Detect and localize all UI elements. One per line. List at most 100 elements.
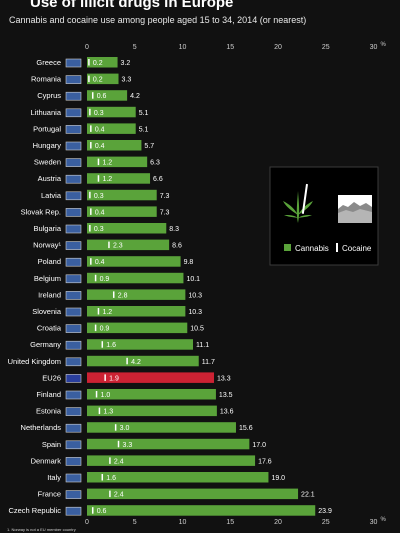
- bar-row: EU26 1.9 13.3: [42, 372, 231, 383]
- cocaine-marker: [108, 241, 110, 249]
- cocaine-marker: [101, 474, 104, 481]
- cannabis-bar: [87, 488, 299, 500]
- cocaine-marker: [95, 391, 98, 398]
- cannabis-value-label: 5.1: [139, 126, 149, 133]
- flag-icon: [65, 208, 82, 217]
- category-label: Hungary: [33, 141, 62, 150]
- category-label: Finland: [36, 390, 61, 399]
- cocaine-marker: [90, 142, 92, 149]
- bars-layer: Greece 0.2 3.2 Romania 0.2 3.3 Cyprus 0.6 4.2 Lit…: [8, 57, 332, 516]
- bar-row: Poland 0.4 9.8: [38, 256, 194, 267]
- flag-icon: [65, 75, 82, 84]
- cocaine-marker: [91, 92, 94, 99]
- cannabis-value-label: 10.5: [190, 326, 204, 333]
- cannabis-value-label: 7.3: [160, 193, 170, 200]
- cannabis-bar: [87, 223, 167, 234]
- category-label: Slovenia: [32, 307, 62, 316]
- cocaine-value-label: 3.0: [120, 425, 130, 432]
- footnote: 1. Norway is not a EU member country: [7, 527, 76, 532]
- cocaine-value-label: 0.3: [94, 226, 104, 233]
- bar-row: Ireland 2.8 10.3: [38, 289, 202, 300]
- cocaine-value-label: 1.2: [102, 309, 112, 316]
- cannabis-value-label: 4.2: [130, 93, 140, 100]
- cannabis-value-label: 8.6: [172, 243, 182, 250]
- x-unit-label-bottom: %: [381, 517, 387, 523]
- cannabis-value-label: 11.1: [196, 342, 209, 349]
- cocaine-marker: [126, 357, 128, 365]
- cocaine-marker: [104, 374, 106, 381]
- flag-icon: [65, 423, 82, 433]
- legend: Cannabis Cocaine: [269, 166, 379, 266]
- cannabis-bar: [87, 73, 119, 85]
- cannabis-value-label: 9.8: [184, 259, 194, 266]
- category-label: EU26: [42, 373, 61, 382]
- cannabis-value-label: 3.3: [122, 77, 132, 84]
- cocaine-value-label: 1.6: [106, 342, 116, 349]
- flag-icon: [65, 357, 82, 367]
- cannabis-bar: [87, 505, 316, 516]
- bar-row: Austria 1.2 6.6: [38, 173, 163, 184]
- x-tick-label-bottom: 30: [370, 519, 378, 526]
- cocaine-value-label: 1.0: [101, 392, 111, 399]
- cocaine-marker: [97, 158, 100, 166]
- cocaine-marker: [94, 324, 97, 332]
- bar-row: Slovak Rep. 0.4 7.3: [21, 206, 170, 217]
- x-tick-label-top: 15: [226, 44, 234, 51]
- cannabis-bar: [87, 306, 186, 317]
- flag-icon: [65, 191, 82, 201]
- cocaine-value-label: 3.3: [123, 442, 133, 449]
- cannabis-value-label: 10.3: [188, 309, 202, 316]
- cocaine-marker: [89, 108, 91, 116]
- cocaine-value-label: 1.6: [106, 475, 116, 482]
- cocaine-marker: [101, 341, 104, 348]
- cannabis-value-label: 3.2: [121, 60, 131, 67]
- cannabis-value-label: 11.7: [202, 359, 215, 366]
- flag-icon: [65, 490, 82, 499]
- bar-row: Hungary 0.4 5.7: [33, 140, 154, 151]
- x-tick-label-top: 25: [322, 44, 330, 51]
- bar-row: France 2.4 22.1: [38, 488, 315, 500]
- cocaine-value-label: 1.3: [103, 409, 113, 416]
- flag-icon: [65, 58, 82, 68]
- flag-icon: [65, 158, 82, 167]
- cannabis-bar: [87, 339, 194, 350]
- category-label: Portugal: [33, 124, 61, 133]
- cannabis-bar: [87, 472, 269, 483]
- cannabis-bar: [87, 206, 157, 217]
- flag-icon: [65, 274, 82, 284]
- cocaine-marker: [88, 59, 90, 66]
- cocaine-marker: [94, 274, 97, 282]
- cocaine-value-label: 0.4: [95, 209, 105, 216]
- x-axis-top: 0 5 10 15 20 25 30%: [85, 42, 386, 51]
- flag-icon: [65, 473, 82, 483]
- cannabis-bar: [87, 189, 157, 201]
- bar-row: Estonia 1.3 13.6: [36, 405, 234, 417]
- bar-row: Latvia 0.3 7.3: [41, 189, 170, 201]
- x-tick-label-bottom: 10: [179, 519, 187, 526]
- cannabis-value-label: 13.3: [217, 375, 231, 382]
- cannabis-value-label: 10.3: [188, 292, 202, 299]
- bar-row: United Kingdom 4.2 11.7: [8, 355, 215, 367]
- bar-row: Sweden 1.2 6.3: [34, 156, 160, 168]
- category-label: France: [38, 490, 61, 499]
- category-label: Netherlands: [21, 423, 62, 432]
- cocaine-marker: [97, 308, 100, 315]
- bar-row: Netherlands 3.0 15.6: [21, 422, 253, 433]
- flag-icon: [65, 340, 82, 350]
- flag-icon: [65, 108, 82, 118]
- flag-icon: [65, 457, 82, 466]
- cannabis-bar: [87, 389, 216, 400]
- cannabis-bar: [87, 272, 184, 284]
- cannabis-value-label: 5.1: [139, 110, 149, 117]
- chart-title: Use of illicit drugs in Europe: [30, 0, 233, 11]
- cannabis-bar: [87, 372, 215, 383]
- cocaine-value-label: 0.6: [97, 93, 107, 100]
- bar-row: Portugal 0.4 5.1: [33, 123, 149, 134]
- category-label: Norway¹: [33, 241, 61, 250]
- flag-icon: [65, 257, 82, 267]
- flag-icon: [65, 307, 82, 317]
- cocaine-marker: [109, 457, 111, 464]
- bar-row: Denmark 2.4 17.6: [31, 455, 272, 466]
- bar-row: Czech Republic 0.6 23.9: [8, 505, 332, 516]
- bar-row: Cyprus 0.6 4.2: [37, 90, 140, 101]
